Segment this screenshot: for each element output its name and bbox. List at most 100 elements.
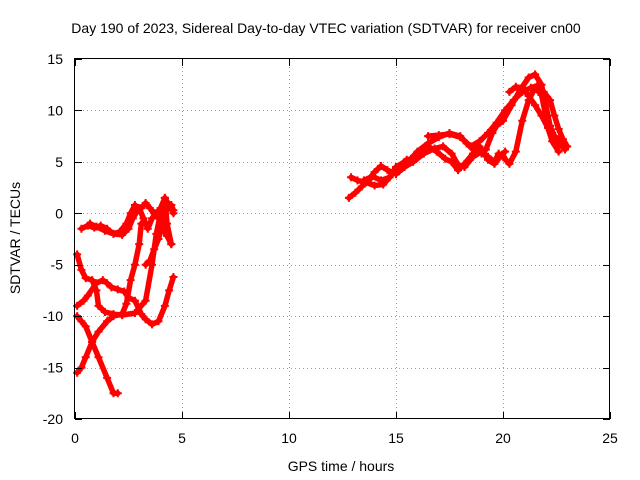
data-point xyxy=(103,317,112,326)
data-point xyxy=(554,147,563,156)
data-point xyxy=(143,224,152,233)
data-point xyxy=(120,287,129,296)
data-point xyxy=(141,315,150,324)
data-point xyxy=(505,87,514,96)
data-point xyxy=(394,163,403,171)
data-point xyxy=(100,226,109,235)
data-point xyxy=(439,142,448,151)
y-tick-labels: -20 -15 -10 -5 0 5 10 15 xyxy=(43,51,63,427)
x-tick-label: 10 xyxy=(281,430,297,446)
data-point xyxy=(130,201,139,210)
data-point xyxy=(122,299,131,308)
data-point xyxy=(167,201,176,210)
data-point xyxy=(92,279,101,288)
data-point xyxy=(77,363,86,372)
data-point xyxy=(546,96,555,105)
data-point xyxy=(424,142,433,151)
data-point xyxy=(124,293,133,302)
x-tick-label: 5 xyxy=(178,430,186,446)
data-series xyxy=(73,70,572,398)
satellite-trace-3 xyxy=(73,219,146,377)
data-point xyxy=(490,159,499,168)
data-point xyxy=(92,222,101,231)
data-point xyxy=(163,204,172,213)
data-point xyxy=(492,118,501,127)
data-point xyxy=(79,296,88,305)
data-point xyxy=(128,214,137,223)
data-point xyxy=(501,147,510,156)
data-point xyxy=(141,296,150,305)
data-point xyxy=(109,229,118,238)
data-point xyxy=(137,310,146,319)
data-point xyxy=(150,245,159,254)
data-point xyxy=(88,337,97,346)
data-point xyxy=(533,81,542,90)
data-point xyxy=(347,173,356,182)
data-point xyxy=(531,70,540,79)
data-point xyxy=(77,224,86,233)
y-tick-label: 0 xyxy=(55,205,63,221)
data-point xyxy=(558,135,567,144)
y-tick-label: -10 xyxy=(43,308,63,324)
data-point xyxy=(94,353,103,362)
data-point xyxy=(83,291,92,300)
data-point xyxy=(130,260,139,269)
data-point xyxy=(145,256,154,265)
data-point xyxy=(447,157,456,166)
chart-title: Day 190 of 2023, Sidereal Day-to-day VTE… xyxy=(71,20,581,36)
data-point xyxy=(85,219,94,228)
data-point xyxy=(501,106,510,115)
y-tick-label: 5 xyxy=(55,154,63,170)
data-point xyxy=(548,137,557,146)
data-point xyxy=(130,309,139,318)
data-point xyxy=(133,207,142,216)
data-point xyxy=(402,155,411,164)
x-tick-label: 15 xyxy=(388,430,404,446)
data-point xyxy=(413,153,422,162)
satellite-trace-10 xyxy=(359,142,510,185)
data-point xyxy=(135,240,144,249)
data-point xyxy=(539,87,548,96)
y-tick-label: 15 xyxy=(47,51,63,67)
data-point xyxy=(154,235,163,243)
data-point xyxy=(94,301,103,310)
data-point xyxy=(550,111,559,120)
data-point xyxy=(432,147,441,156)
data-point xyxy=(100,308,109,317)
x-tick-label: 25 xyxy=(602,430,618,446)
data-point xyxy=(524,92,533,101)
data-point xyxy=(385,173,394,182)
data-point xyxy=(77,265,86,274)
data-point xyxy=(77,317,86,326)
x-tick-labels: 0 5 10 15 20 25 xyxy=(71,430,618,446)
data-point xyxy=(351,188,360,197)
data-point xyxy=(154,317,163,326)
data-point xyxy=(554,124,563,133)
data-point xyxy=(103,373,112,382)
satellite-trace-7 xyxy=(141,201,178,269)
data-point xyxy=(447,149,456,158)
axis-ticks xyxy=(75,59,611,420)
data-point xyxy=(505,159,514,168)
data-point xyxy=(370,181,379,190)
x-axis-title: GPS time / hours xyxy=(288,458,395,474)
data-point xyxy=(518,116,527,125)
data-point xyxy=(511,147,520,156)
data-point xyxy=(434,131,443,140)
data-point xyxy=(509,96,518,105)
data-point xyxy=(460,159,469,168)
data-point xyxy=(145,204,154,213)
data-point xyxy=(103,279,112,288)
data-point xyxy=(368,172,377,181)
data-point xyxy=(81,322,90,331)
data-point xyxy=(141,199,150,207)
data-point xyxy=(113,389,122,398)
data-point xyxy=(454,166,463,175)
data-point xyxy=(563,142,572,151)
x-tick-label: 20 xyxy=(495,430,511,446)
data-point xyxy=(359,176,368,185)
data-point xyxy=(377,176,386,185)
data-point xyxy=(496,151,505,160)
data-point xyxy=(518,83,527,92)
